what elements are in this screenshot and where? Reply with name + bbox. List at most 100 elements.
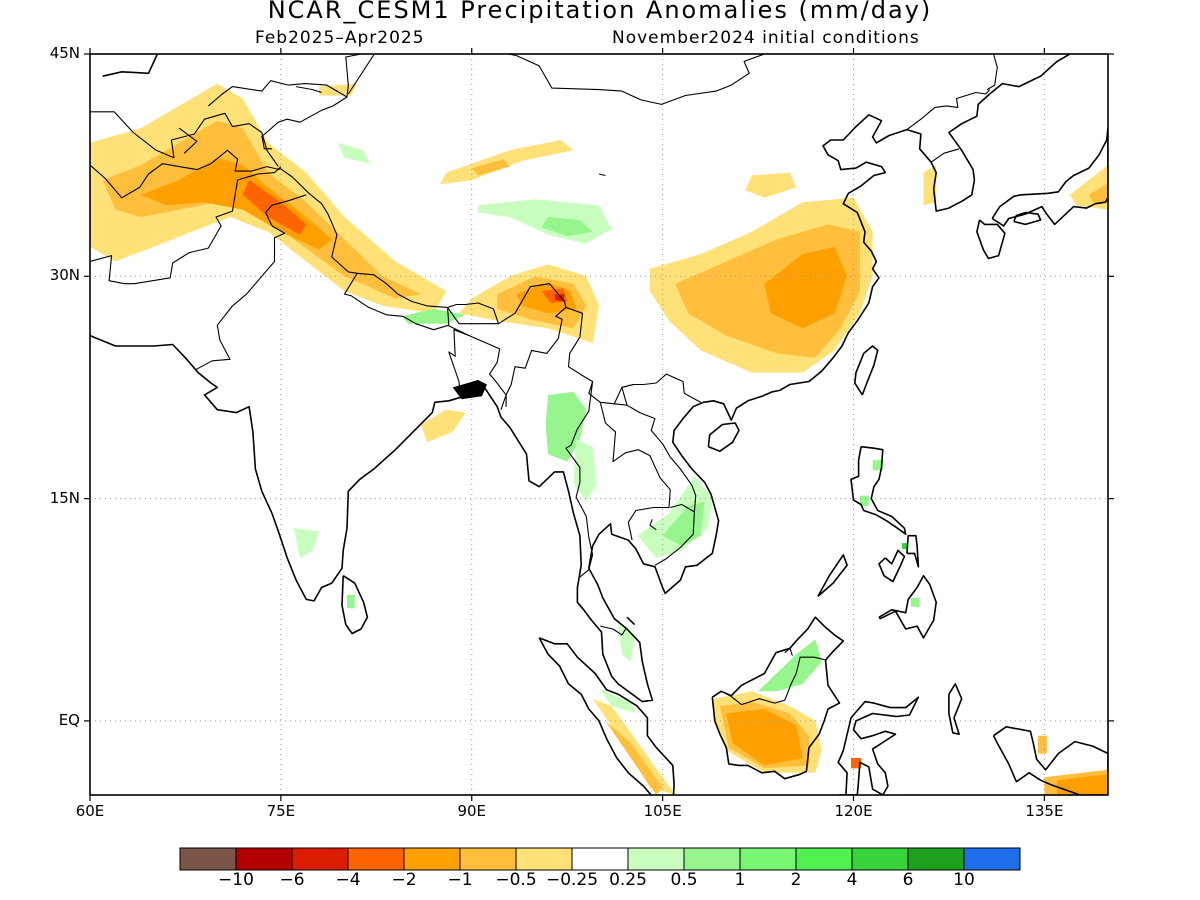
border-29 xyxy=(986,54,998,91)
colorbar-swatch-5 xyxy=(459,847,517,871)
colorbar-swatch-7 xyxy=(571,847,629,871)
colorbar xyxy=(179,847,1021,871)
coastline-13 xyxy=(711,616,845,780)
anomaly-png-dry-core xyxy=(1057,774,1108,795)
water-feature-2 xyxy=(598,173,606,176)
border-10 xyxy=(498,283,567,407)
lat-label-EQ: EQ xyxy=(58,710,80,729)
colorbar-swatch-10 xyxy=(739,847,797,871)
lon-label-135E: 135E xyxy=(1025,802,1064,820)
border-6 xyxy=(279,167,358,274)
water-feature-0 xyxy=(296,86,322,93)
colorbar-label-8: 0.5 xyxy=(670,870,698,890)
border-1 xyxy=(90,149,280,199)
border-24 xyxy=(433,54,435,55)
colorbar-label-9: 1 xyxy=(734,870,746,890)
colorbar-swatch-13 xyxy=(907,847,965,871)
border-3 xyxy=(178,127,198,154)
coastline-5 xyxy=(707,422,740,453)
anomaly-mongolia-dry-mid xyxy=(471,159,510,176)
anomaly-japan-dry-mid xyxy=(1088,182,1108,203)
border-11 xyxy=(447,324,507,410)
anomaly-philippines-wet-luzon xyxy=(872,460,883,471)
anomaly-south-india-wet xyxy=(293,528,320,558)
border-22 xyxy=(347,54,376,95)
colorbar-swatch-9 xyxy=(683,847,741,871)
colorbar-label-2: −4 xyxy=(335,870,361,890)
anomaly-himalaya-wet xyxy=(401,308,466,324)
anomaly-korea-japan-dry xyxy=(923,165,937,206)
coastline-3 xyxy=(1013,211,1042,226)
anomaly-borneo-dry-core xyxy=(726,709,803,766)
colorbar-swatch-0 xyxy=(179,847,237,871)
coastline-14 xyxy=(837,696,920,795)
colorbar-label-12: 6 xyxy=(902,870,914,890)
border-16 xyxy=(626,404,697,566)
coastline-1 xyxy=(991,127,1108,227)
border-5 xyxy=(345,54,383,98)
coastline-15 xyxy=(948,683,963,736)
colorbar-swatch-6 xyxy=(515,847,573,871)
axis-ticks xyxy=(84,48,1114,801)
border-9 xyxy=(447,302,500,325)
colorbar-swatch-14 xyxy=(963,847,1021,871)
colorbar-swatch-1 xyxy=(235,847,293,871)
coastline-16 xyxy=(992,725,1108,795)
water-feature-3 xyxy=(649,519,657,531)
anomaly-philippines-wet-mindanao xyxy=(910,597,920,607)
colorbar-label-1: −6 xyxy=(279,870,305,890)
anomaly-tibet-east-dry-max xyxy=(554,294,565,302)
anomaly-tarim-wet xyxy=(338,142,370,164)
lon-label-105E: 105E xyxy=(643,802,682,820)
coastline-7 xyxy=(850,445,907,536)
ganges-delta xyxy=(452,380,487,400)
border-7 xyxy=(195,194,307,371)
anomaly-mongolia-dry xyxy=(439,140,574,185)
coastline-6 xyxy=(853,345,879,396)
colorbar-label-13: 10 xyxy=(953,870,975,890)
anomaly-afghanistan-pakistan-dry-core xyxy=(140,157,332,250)
colorbar-label-3: −2 xyxy=(391,870,417,890)
anomaly-new-guinea-dry-small xyxy=(1038,735,1047,754)
colorbar-label-4: −1 xyxy=(447,870,473,890)
anomaly-malaya-wet xyxy=(618,624,635,662)
border-15 xyxy=(614,383,634,406)
colorbar-label-5: −0.5 xyxy=(495,870,537,890)
coastline-10 xyxy=(906,534,920,568)
anomaly-north-china-dry xyxy=(745,172,797,198)
border-0 xyxy=(90,166,282,285)
coastline-8 xyxy=(878,574,938,639)
border-28 xyxy=(930,148,960,163)
border-27 xyxy=(906,89,991,131)
colorbar-swatch-3 xyxy=(347,847,405,871)
anomaly-tibet-wet-core xyxy=(541,217,593,237)
colorbar-label-11: 4 xyxy=(846,870,858,890)
anomaly-sumatra-dry-mid xyxy=(605,720,663,795)
map-frame xyxy=(89,53,1109,796)
coastline-2 xyxy=(976,219,1006,260)
coastline-11 xyxy=(817,554,848,598)
anomaly-sri-lanka-wet xyxy=(347,594,355,609)
colorbar-swatch-8 xyxy=(627,847,685,871)
coastline-4 xyxy=(341,575,369,635)
map-title: NCAR_CESM1 Precipitation Anomalies (mm/d… xyxy=(267,0,933,24)
border-23 xyxy=(261,135,272,150)
country-borders xyxy=(90,54,1108,795)
border-20 xyxy=(720,656,827,706)
anomaly-philippines-wet-north xyxy=(859,495,869,506)
lat-label-30N: 30N xyxy=(49,266,80,285)
colorbar-label-0: −10 xyxy=(218,870,254,890)
colorbar-swatch-12 xyxy=(851,847,909,871)
colorbar-swatch-2 xyxy=(291,847,349,871)
border-19 xyxy=(600,625,627,636)
lon-label-60E: 60E xyxy=(75,802,105,820)
coastline-18 xyxy=(626,616,636,626)
colorbar-swatch-4 xyxy=(403,847,461,871)
border-8 xyxy=(343,272,450,331)
anomaly-bay-bengal-dry xyxy=(420,409,466,443)
border-12 xyxy=(448,329,470,395)
lon-label-90E: 90E xyxy=(457,802,487,820)
anomaly-sumatra-dry xyxy=(592,698,676,795)
anomaly-fields xyxy=(90,83,1108,795)
